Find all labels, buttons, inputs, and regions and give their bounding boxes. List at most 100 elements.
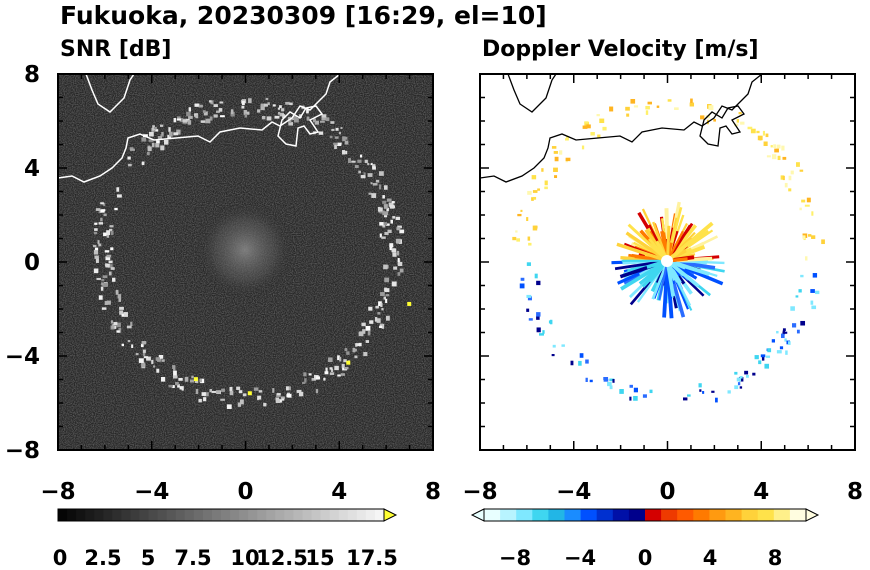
doppler-echo-pixel bbox=[645, 105, 650, 110]
doppler-echo-pixel bbox=[795, 295, 799, 298]
snr-echo-pixel bbox=[289, 102, 293, 106]
doppler-echo-pixel bbox=[534, 225, 538, 229]
snr-echo-pixel bbox=[243, 110, 247, 115]
doppler-echo-pixel bbox=[564, 138, 569, 141]
snr-echo-pixel bbox=[396, 227, 401, 231]
doppler-echo-pixel bbox=[702, 391, 705, 394]
snr-colorbar-cell bbox=[58, 509, 68, 521]
snr-echo-pixel bbox=[121, 343, 125, 347]
snr-echo-pixel bbox=[94, 255, 99, 259]
snr-echo-pixel bbox=[199, 378, 202, 383]
doppler-echo-pixel bbox=[551, 146, 557, 149]
snr-echo-pixel bbox=[198, 398, 202, 403]
doppler-xtick-label: 8 bbox=[847, 479, 863, 505]
snr-echo-pixel bbox=[340, 373, 345, 376]
snr-echo-pixel bbox=[210, 100, 214, 105]
snr-echo-pixel bbox=[176, 129, 181, 135]
snr-echo-pixel bbox=[399, 268, 404, 273]
snr-echo-pixel bbox=[320, 120, 325, 123]
snr-echo-pixel bbox=[385, 298, 388, 304]
snr-echo-pixel bbox=[338, 131, 342, 135]
snr-echo-pixel bbox=[94, 222, 98, 225]
doppler-colorbar-frame bbox=[483, 508, 807, 522]
snr-echo-pixel bbox=[281, 108, 285, 112]
snr-echo-pixel bbox=[127, 156, 131, 160]
snr-echo-pixel bbox=[188, 115, 193, 119]
snr-echo-pixel bbox=[200, 120, 206, 123]
doppler-echo-pixel bbox=[738, 112, 742, 115]
doppler-echo-pixel bbox=[757, 135, 763, 141]
snr-echo-pixel bbox=[128, 163, 132, 167]
doppler-echo-pixel bbox=[736, 119, 739, 123]
snr-echo-pixel bbox=[382, 222, 388, 226]
snr-echo-pixel bbox=[389, 204, 395, 209]
snr-echo-pixel bbox=[142, 349, 146, 353]
snr-echo-pixel bbox=[370, 182, 373, 185]
doppler-xtick-label: −8 bbox=[462, 479, 497, 505]
snr-echo-pixel bbox=[168, 127, 171, 132]
snr-echo-pixel bbox=[277, 107, 281, 110]
snr-colorbar-cell bbox=[157, 509, 168, 521]
snr-echo-pixel bbox=[379, 233, 382, 238]
snr-echo-pixel bbox=[135, 353, 139, 356]
snr-echo-pixel bbox=[175, 381, 179, 386]
snr-echo-pixel bbox=[325, 117, 330, 122]
doppler-echo-pixel bbox=[578, 360, 582, 366]
doppler-colorbar-cells bbox=[484, 509, 807, 521]
snr-echo-pixel bbox=[94, 228, 98, 231]
snr-echo-pixel bbox=[119, 306, 124, 310]
snr-echo-pixel bbox=[104, 263, 108, 267]
doppler-colorbar-extend-min bbox=[470, 508, 485, 522]
doppler-colorbar-cell bbox=[484, 509, 501, 521]
snr-echo-pixel bbox=[220, 115, 225, 118]
snr-echo-pixel bbox=[288, 122, 294, 126]
doppler-echo-pixel bbox=[585, 377, 588, 382]
snr-echo-pixel bbox=[257, 109, 261, 113]
doppler-echo-pixel bbox=[739, 376, 743, 379]
snr-echo-pixel bbox=[383, 264, 388, 270]
snr-colorbar-cell bbox=[275, 509, 285, 521]
snr-colorbar-cell bbox=[130, 509, 140, 521]
snr-echo-peak bbox=[407, 301, 412, 306]
snr-echo-pixel bbox=[345, 150, 348, 155]
snr-echo-pixel bbox=[364, 159, 368, 163]
snr-echo-peak bbox=[346, 360, 351, 365]
snr-echo-pixel bbox=[189, 379, 194, 383]
doppler-echo-ring bbox=[512, 98, 825, 403]
doppler-echo-pixel bbox=[765, 355, 771, 358]
snr-echo-pixel bbox=[203, 392, 209, 397]
snr-echo-pixel bbox=[334, 144, 337, 150]
snr-echo-pixel bbox=[94, 247, 99, 251]
doppler-echo-pixel bbox=[802, 235, 806, 240]
snr-echo-pixel bbox=[389, 243, 394, 248]
snr-echo-pixel bbox=[355, 343, 358, 347]
doppler-echo-pixel bbox=[590, 131, 595, 136]
snr-colorbar-cell bbox=[94, 509, 104, 521]
doppler-echo-pixel bbox=[782, 156, 787, 160]
snr-echo-pixel bbox=[146, 356, 151, 361]
doppler-echo-pixel bbox=[554, 175, 558, 179]
doppler-panel-title: Doppler Velocity [m/s] bbox=[482, 37, 759, 62]
snr-echo-pixel bbox=[109, 225, 114, 228]
snr-echo-pixel bbox=[344, 348, 348, 352]
doppler-echo-pixel bbox=[584, 122, 590, 126]
snr-echo-pixel bbox=[155, 357, 160, 361]
snr-xtick-label: −8 bbox=[40, 479, 75, 505]
snr-colorbar-cell bbox=[193, 509, 204, 521]
doppler-echo-pixel bbox=[526, 294, 532, 298]
snr-echo-pixel bbox=[378, 301, 382, 307]
snr-echo-pixel bbox=[215, 390, 221, 394]
snr-echo-pixel bbox=[209, 389, 213, 393]
doppler-echo-pixel bbox=[527, 190, 532, 195]
snr-echo-pixel bbox=[335, 127, 339, 131]
snr-colorbar-cell bbox=[139, 509, 150, 521]
snr-echo-pixel bbox=[178, 377, 183, 381]
snr-colorbar-cell bbox=[175, 509, 186, 521]
snr-echo-pixel bbox=[303, 372, 307, 377]
doppler-echo-pixel bbox=[782, 331, 788, 334]
doppler-echo-pixel bbox=[788, 341, 791, 345]
snr-echo-pixel bbox=[302, 381, 306, 385]
snr-echo-pixel bbox=[397, 261, 403, 267]
doppler-echo-pixel bbox=[800, 320, 806, 326]
